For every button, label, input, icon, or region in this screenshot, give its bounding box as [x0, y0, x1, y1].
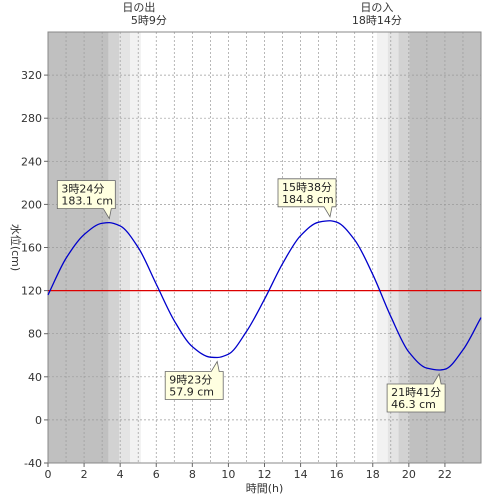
callout-box [56, 180, 116, 220]
y-axis-label: 水位(cm) [9, 224, 23, 271]
y-tick-label: 80 [28, 328, 42, 341]
y-tick-label: 160 [21, 242, 42, 255]
x-tick-label: 20 [402, 468, 416, 481]
y-tick-label: 0 [35, 414, 42, 427]
x-tick-label: 4 [117, 468, 124, 481]
y-tick-label: 200 [21, 198, 42, 211]
callout-time: 3時24分 [61, 183, 104, 196]
y-tick-label: 40 [28, 371, 42, 384]
x-tick-label: 6 [153, 468, 160, 481]
x-tick-label: 10 [221, 468, 235, 481]
callout-value: 46.3 cm [391, 398, 436, 411]
x-tick-label: 0 [45, 468, 52, 481]
sunset-time: 18時14分 [352, 14, 402, 27]
x-tick-label: 14 [294, 468, 308, 481]
callout-box [386, 372, 446, 413]
callout-value: 57.9 cm [169, 386, 214, 399]
callout-time: 15時38分 [282, 181, 332, 194]
x-tick-label: 8 [189, 468, 196, 481]
callout-value: 184.8 cm [282, 193, 334, 206]
twilight-band-morning [130, 32, 141, 463]
y-tick-label: -40 [24, 457, 42, 470]
y-tick-label: 320 [21, 69, 42, 82]
sunset-label: 日の入 [360, 1, 393, 14]
x-tick-label: 12 [258, 468, 272, 481]
callout-time: 21時41分 [391, 386, 441, 399]
x-tick-label: 18 [366, 468, 380, 481]
sunrise-time: 5時9分 [131, 14, 167, 27]
x-tick-label: 16 [330, 468, 344, 481]
twilight-band-evening [398, 32, 410, 463]
callout-value: 183.1 cm [61, 195, 113, 208]
x-axis-label: 時間(h) [246, 482, 284, 495]
x-tick-label: 2 [81, 468, 88, 481]
y-tick-label: 280 [21, 112, 42, 125]
x-tick-labels: 0 2 4 6 8 10 12 14 16 18 20 22 [45, 463, 452, 481]
sunrise-label: 日の出 [122, 0, 155, 14]
callout-box [164, 360, 224, 400]
night-shade-morning [48, 32, 109, 463]
callout-box [277, 178, 337, 218]
y-tick-label: 240 [21, 155, 42, 168]
y-tick-label: 120 [21, 285, 42, 298]
tide-curve [47, 220, 482, 371]
twilight-band-evening [376, 32, 388, 463]
callout-time: 9時23分 [169, 374, 212, 387]
x-tick-label: 22 [438, 468, 452, 481]
y-tick-labels: -40 0 40 80 120 160 200 240 280 320 [21, 69, 48, 470]
